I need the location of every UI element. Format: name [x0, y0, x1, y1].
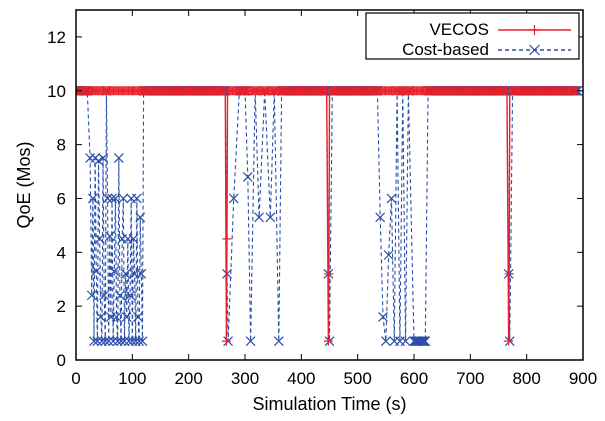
x-tick-label: 700	[456, 369, 484, 388]
cost-based-marker	[136, 268, 147, 279]
cost-based-marker	[118, 193, 129, 204]
legend-marker	[529, 44, 540, 56]
x-tick-label: 0	[71, 369, 80, 388]
series-line	[76, 90, 578, 342]
cost-based-marker	[133, 311, 143, 322]
cost-based-marker	[95, 311, 106, 322]
cost-based-marker	[273, 336, 284, 347]
cost-based-marker	[386, 193, 397, 204]
cost-based-marker	[91, 266, 102, 277]
x-tick-label: 300	[231, 369, 259, 388]
cost-based-marker	[245, 336, 256, 347]
x-tick-label: 100	[118, 369, 146, 388]
x-axis-title: Simulation Time (s)	[252, 394, 406, 414]
x-tick-label: 500	[343, 369, 371, 388]
cost-based-marker	[100, 336, 111, 347]
ticks-layer: 0 100 200 300 400 500 600 700 800 900 0 2 4 6 8 10 12	[47, 10, 597, 388]
cost-based-marker	[89, 336, 99, 347]
cost-based-marker	[99, 290, 110, 301]
cost-based-marker	[93, 155, 104, 166]
legend-marker	[529, 25, 540, 35]
cost-based-marker	[103, 336, 114, 347]
legend-sample-cost-based	[498, 44, 571, 56]
cost-based-marker	[113, 153, 124, 164]
vecos-marker	[323, 336, 333, 346]
series-vecos	[76, 86, 582, 346]
cost-based-marker	[94, 233, 105, 244]
vecos-marker	[504, 269, 514, 279]
cost-based-marker	[418, 336, 429, 347]
y-tick-label: 8	[57, 136, 66, 155]
x-tick-label: 200	[174, 369, 202, 388]
series-layer	[76, 85, 583, 347]
y-tick-label: 0	[57, 351, 66, 370]
cost-based-marker	[86, 290, 97, 301]
y-tick-label: 10	[47, 82, 66, 101]
cost-based-marker	[134, 336, 145, 347]
cost-based-marker	[98, 153, 108, 164]
cost-based-marker	[109, 266, 120, 277]
legend: VECOS Cost-based	[365, 12, 580, 60]
y-tick-label: 4	[57, 243, 66, 262]
legend-label-vecos: VECOS	[429, 20, 489, 39]
cost-based-marker	[420, 336, 431, 347]
cost-based-marker	[375, 212, 386, 223]
cost-based-marker	[87, 193, 98, 204]
x-tick-label: 800	[512, 369, 540, 388]
vecos-marker	[221, 336, 231, 346]
cost-based-marker	[417, 336, 428, 347]
cost-based-marker	[104, 231, 115, 242]
legend-label-cost-based: Cost-based	[402, 40, 489, 59]
vecos-marker	[222, 234, 232, 244]
y-axis-title: QoE (Mos)	[14, 141, 34, 228]
vecos-marker	[504, 336, 514, 346]
vecos-marker	[324, 269, 334, 279]
cost-based-marker	[128, 233, 139, 244]
cost-based-marker	[415, 336, 426, 347]
x-tick-label: 600	[400, 369, 428, 388]
cost-based-marker	[115, 290, 125, 301]
series-line	[76, 90, 578, 342]
legend-sample-vecos	[498, 25, 571, 35]
cost-based-marker	[107, 193, 117, 204]
y-tick-label: 6	[57, 189, 66, 208]
cost-based-marker	[254, 212, 265, 223]
cost-based-marker	[265, 212, 276, 223]
cost-based-marker	[125, 290, 136, 301]
cost-based-marker	[92, 336, 103, 347]
cost-based-marker	[120, 268, 131, 279]
cost-based-marker	[137, 336, 148, 347]
cost-based-marker	[131, 193, 142, 204]
cost-based-marker	[135, 212, 146, 223]
cost-based-marker	[400, 336, 411, 347]
cost-based-marker	[228, 193, 239, 204]
y-tick-label: 2	[57, 297, 66, 316]
y-tick-label: 12	[47, 28, 66, 47]
cost-based-marker	[108, 336, 119, 347]
x-tick-label: 900	[569, 369, 597, 388]
cost-based-marker	[110, 193, 121, 204]
cost-based-marker	[111, 311, 122, 322]
plot-frame	[75, 9, 584, 361]
x-tick-label: 400	[287, 369, 315, 388]
cost-based-marker	[85, 153, 96, 164]
cost-based-marker	[102, 193, 113, 204]
cost-based-marker	[380, 336, 391, 347]
legend-box	[365, 12, 580, 60]
cost-based-marker	[119, 336, 130, 347]
cost-based-marker	[121, 311, 132, 322]
cost-based-marker	[242, 171, 253, 182]
cost-based-marker	[116, 336, 126, 347]
cost-based-marker	[383, 250, 394, 260]
cost-based-marker	[378, 311, 388, 322]
